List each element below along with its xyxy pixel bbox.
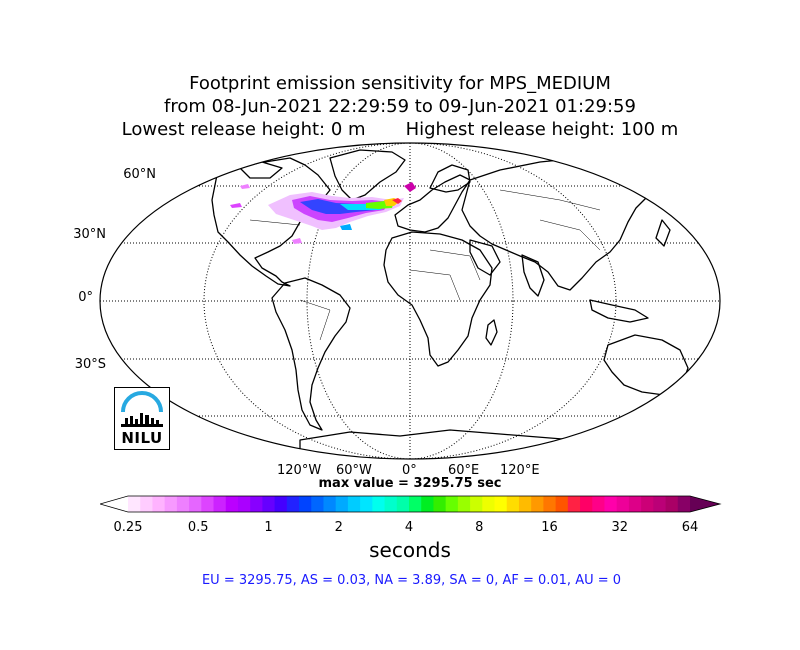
colorbar-cell: [164, 496, 178, 512]
north-america-coast: [211, 154, 331, 287]
madagascar-coast: [485, 319, 498, 346]
lon-label-60e: 60°E: [448, 463, 480, 478]
colorbar-outline: [100, 495, 722, 513]
max-value-label: max value = 3295.75 sec: [318, 476, 502, 491]
colorbar-cell: [152, 496, 166, 512]
colorbar-cell: [250, 496, 263, 512]
logo-arc: [121, 391, 163, 413]
world-map: [99, 142, 721, 460]
lat-label-0: 0°: [78, 290, 93, 305]
region-summary: EU = 3295.75, AS = 0.03, NA = 3.89, SA =…: [201, 573, 622, 588]
colorbar-cell: [225, 496, 239, 512]
colorbar-cell: [237, 496, 251, 512]
emission-sensitivity-plume: [230, 182, 416, 244]
colorbar-tick-label: 1: [264, 520, 273, 535]
colorbar-cell: [665, 496, 679, 512]
logo-text: NILU: [121, 429, 163, 447]
greenland-coast: [329, 149, 406, 201]
colorbar-cell: [335, 496, 349, 512]
colorbar-cell: [580, 496, 593, 512]
colorbar-cell: [421, 496, 434, 512]
colorbar-cell: [628, 496, 642, 512]
europe-coast: [394, 174, 471, 233]
colorbar-cell: [677, 496, 691, 512]
nilu-logo: NILU: [114, 387, 170, 450]
colorbar-cell: [518, 496, 532, 512]
lon-label-120w: 120°W: [277, 463, 322, 478]
africa-coast: [383, 231, 493, 367]
colorbar-tick-label: 2: [334, 520, 343, 535]
map-boundary: [99, 142, 721, 460]
colorbar-cell: [396, 496, 410, 512]
colorbar-cell: [567, 496, 581, 512]
colorbar-cell: [494, 496, 508, 512]
colorbar-over-triangle: [690, 496, 720, 512]
colorbar-cell: [189, 496, 202, 512]
scandinavia-coast: [429, 164, 471, 193]
colorbar-cell: [140, 496, 153, 512]
colorbar-cell: [286, 496, 300, 512]
colorbar-cell: [433, 496, 447, 512]
plot-title-line-1: Footprint emission sensitivity for MPS_M…: [189, 73, 611, 94]
colorbar-cell: [262, 496, 276, 512]
colorbar: [100, 495, 722, 513]
colorbar-cell: [299, 496, 312, 512]
lon-label-0: 0°: [402, 463, 417, 478]
colorbar-units-label: seconds: [369, 538, 451, 562]
colorbar-cell: [653, 496, 667, 512]
colorbar-tick-label: 32: [611, 520, 629, 535]
colorbar-tick-label: 16: [541, 520, 558, 535]
colorbar-cell: [409, 496, 422, 512]
colorbar-cell: [347, 496, 361, 512]
lat-label-30n: 30°N: [73, 227, 106, 242]
colorbar-cell: [213, 496, 227, 512]
colorbar-tick-label: 4: [404, 520, 414, 535]
colorbar-cell: [531, 496, 544, 512]
lon-label-60w: 60°W: [336, 463, 372, 478]
colorbar-cell: [457, 496, 471, 512]
antarctica-coast: [299, 429, 641, 459]
colorbar-cell: [128, 496, 141, 512]
colorbar-cell: [176, 496, 190, 512]
colorbar-tick-label: 64: [681, 520, 699, 535]
colorbar-cell: [555, 496, 569, 512]
japan-coast: [655, 219, 671, 247]
indonesia-coast: [589, 299, 649, 323]
lon-label-120e: 120°E: [500, 463, 540, 478]
colorbar-cell: [543, 496, 557, 512]
colorbar-cell: [274, 496, 288, 512]
colorbar-cell: [616, 496, 630, 512]
new-zealand-coast: [695, 391, 709, 413]
logo-skyline: [121, 413, 163, 427]
plot-title-line-3: Lowest release height: 0 m Highest relea…: [121, 119, 679, 140]
arabia-coast: [469, 239, 501, 276]
plot-title-line-2: from 08-Jun-2021 22:29:59 to 09-Jun-2021…: [164, 96, 636, 117]
colorbar-tick-label: 0.5: [187, 520, 209, 535]
colorbar-tick-label: 0.25: [113, 520, 143, 535]
colorbar-cell: [592, 496, 605, 512]
colorbar-cell: [384, 496, 398, 512]
colorbar-cell: [604, 496, 618, 512]
colorbar-cell: [641, 496, 654, 512]
colorbar-cell: [201, 496, 215, 512]
colorbar-under-triangle: [100, 496, 128, 512]
india-coast: [521, 254, 545, 297]
colorbar-cell: [482, 496, 496, 512]
south-america-coast: [271, 277, 351, 431]
colorbar-cell: [506, 496, 520, 512]
colorbar-cell: [470, 496, 483, 512]
colorbar-cell: [360, 496, 373, 512]
colorbar-cell: [323, 496, 337, 512]
lat-label-60n: 60°N: [123, 167, 156, 182]
colorbar-cell: [445, 496, 459, 512]
lat-label-30s: 30°S: [74, 357, 106, 372]
colorbar-tick-label: 8: [475, 520, 484, 535]
colorbar-cell: [311, 496, 324, 512]
longitude-gridlines: [203, 143, 617, 459]
colorbar-cell: [372, 496, 386, 512]
country-borders: [249, 189, 601, 341]
